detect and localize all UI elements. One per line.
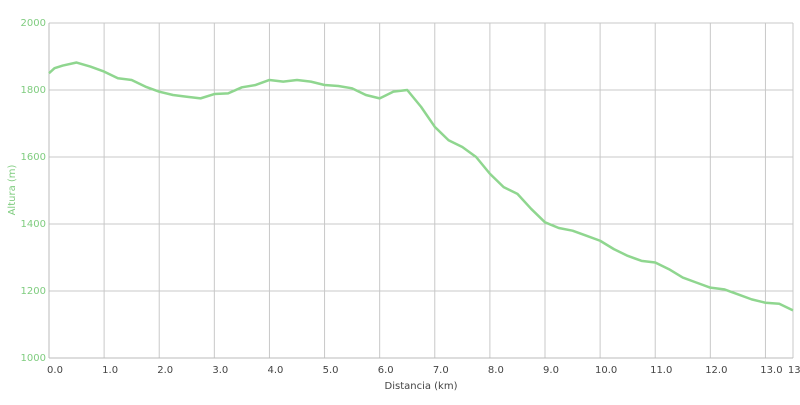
x-tick-label: 10.0 (595, 365, 617, 376)
y-tick-label: 2000 (21, 18, 46, 29)
y-tick-label: 1800 (21, 85, 46, 96)
x-tick-label: 3.0 (212, 365, 228, 376)
x-tick-label: 13.5 (788, 365, 800, 376)
x-tick-label: 9.0 (543, 365, 559, 376)
x-tick-label: 11.0 (650, 365, 672, 376)
x-tick-label: 2.0 (157, 365, 173, 376)
y-tick-label: 1200 (21, 286, 46, 297)
elevation-line (48, 61, 794, 312)
x-tick-label: 4.0 (267, 365, 283, 376)
y-tick-label: 1600 (21, 152, 46, 163)
x-tick-label: 6.0 (378, 365, 394, 376)
y-tick-label: 1000 (21, 353, 46, 364)
x-tick-label: 12.0 (705, 365, 727, 376)
y-tick-label: 1400 (21, 219, 46, 230)
x-tick-label: 13.0 (760, 365, 782, 376)
y-axis-title: Altura (m) (7, 164, 18, 215)
x-tick-label: 5.0 (323, 365, 339, 376)
x-axis-title: Distancia (km) (385, 381, 458, 392)
x-tick-label: 7.0 (433, 365, 449, 376)
x-tick-label: 1.0 (102, 365, 118, 376)
x-tick-label: 8.0 (488, 365, 504, 376)
x-tick-label: 0.0 (47, 365, 63, 376)
